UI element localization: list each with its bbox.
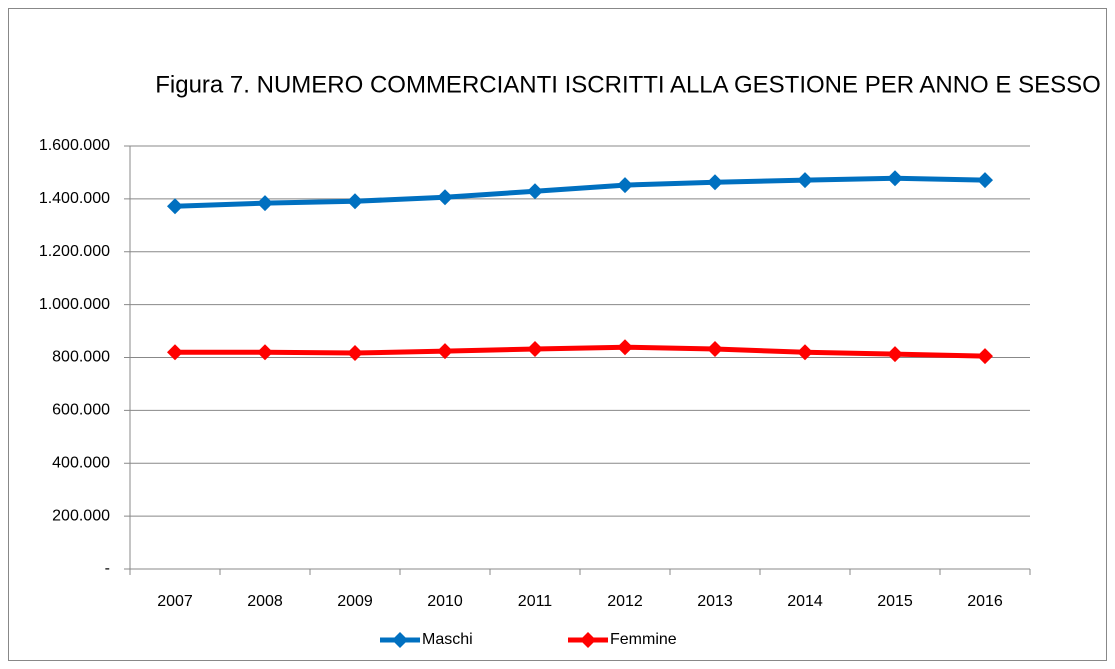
x-tick-label: 2012 xyxy=(607,593,643,610)
y-tick-label: 1.000.000 xyxy=(39,296,110,313)
legend-label: Maschi xyxy=(422,631,473,648)
marker xyxy=(257,195,273,212)
marker xyxy=(707,341,723,358)
y-tick-label: 1.200.000 xyxy=(39,243,110,260)
legend-label: Femmine xyxy=(610,631,677,648)
x-tick-label: 2016 xyxy=(967,593,1003,610)
marker xyxy=(347,193,363,210)
y-tick-label: 1.600.000 xyxy=(39,137,110,154)
marker xyxy=(527,341,543,358)
x-tick-label: 2015 xyxy=(877,593,913,610)
marker xyxy=(887,346,903,363)
x-tick-label: 2014 xyxy=(787,593,823,610)
marker xyxy=(977,172,993,189)
marker xyxy=(617,177,633,194)
marker xyxy=(527,183,543,200)
marker xyxy=(347,345,363,362)
series-line xyxy=(174,175,986,209)
marker xyxy=(797,344,813,361)
y-tick-label: 1.400.000 xyxy=(39,190,110,207)
marker xyxy=(437,189,453,206)
marker xyxy=(437,343,453,360)
x-tick-label: 2007 xyxy=(157,593,193,610)
chart-title: Figura 7. NUMERO COMMERCIANTI ISCRITTI A… xyxy=(155,71,1101,98)
x-tick-label: 2010 xyxy=(427,593,463,610)
marker xyxy=(167,344,183,361)
x-tick-label: 2009 xyxy=(337,593,373,610)
chart-border xyxy=(8,8,1107,661)
y-tick-label: 800.000 xyxy=(52,349,110,366)
y-tick-label: 600.000 xyxy=(52,402,110,419)
x-tick-label: 2013 xyxy=(697,593,733,610)
marker xyxy=(707,174,723,191)
marker xyxy=(887,170,903,187)
series-line xyxy=(175,344,986,359)
marker xyxy=(167,198,183,215)
y-tick-label: - xyxy=(105,560,110,577)
legend-marker xyxy=(580,632,596,648)
marker xyxy=(257,344,273,361)
legend-marker xyxy=(392,632,408,648)
x-tick-label: 2008 xyxy=(247,593,283,610)
marker xyxy=(797,172,813,189)
x-tick-label: 2011 xyxy=(518,593,553,610)
marker xyxy=(617,339,633,356)
marker xyxy=(977,348,993,365)
y-tick-label: 400.000 xyxy=(52,454,110,471)
y-tick-label: 200.000 xyxy=(52,507,110,524)
